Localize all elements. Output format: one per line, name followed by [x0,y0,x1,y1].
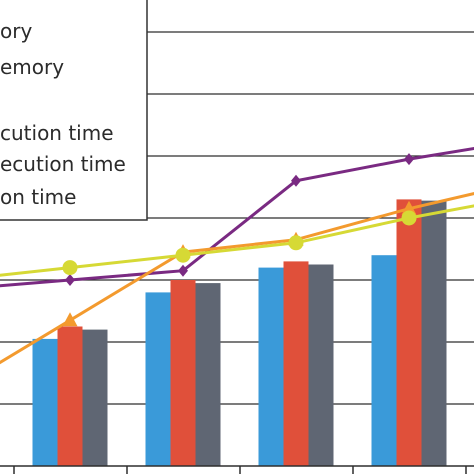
data-point [178,264,188,277]
series-line [0,192,474,365]
bar [421,200,447,466]
data-point [288,235,304,251]
data-point [291,174,301,187]
bars [32,199,447,466]
data-point [175,247,191,263]
legend-entry: ecution time [0,152,126,176]
bar [308,264,334,466]
data-point [62,312,78,327]
data-point [401,200,417,215]
bar [82,329,108,466]
bar [371,255,397,466]
bar [258,267,284,466]
series-lines [0,147,474,365]
legend: ory emory cution time ecution time on ti… [0,0,148,221]
bar [396,199,422,466]
bar [32,338,58,466]
bar [195,283,221,466]
data-point [401,210,417,226]
bar [283,261,309,466]
legend-entry: emory [0,55,64,79]
legend-entry: on time [0,185,76,209]
bar [170,280,196,466]
bar [57,326,83,466]
bar [145,292,171,466]
x-axis [0,465,474,474]
legend-entry: ory [0,19,32,43]
series-line [0,147,474,288]
data-point [62,260,78,276]
data-point [404,153,414,166]
series-line [0,204,474,277]
legend-entry: cution time [0,121,114,145]
data-point [65,274,75,286]
legend-box [0,0,148,221]
